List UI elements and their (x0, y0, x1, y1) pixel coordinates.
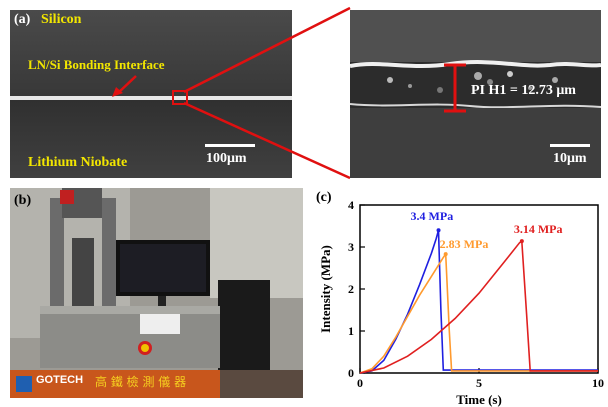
machine-chinese-label: 高 鐵 檢 測 儀 器 (95, 375, 187, 389)
x-tick-label: 5 (476, 376, 482, 390)
panel-c-label: (c) (316, 190, 332, 205)
zoom-connector-lines (183, 6, 351, 180)
y-tick-label: 1 (348, 324, 354, 338)
series-line (359, 239, 598, 374)
x-axis-label: Time (s) (456, 392, 502, 407)
y-tick-label: 3 (348, 240, 354, 254)
series-line (359, 229, 598, 374)
x-tick-label: 10 (592, 376, 604, 390)
sem-zoomed-graphic (350, 10, 601, 178)
sem-image-zoomed (350, 10, 601, 178)
interface-arrow-icon (112, 75, 137, 97)
lithium-niobate-label: Lithium Niobate (28, 155, 128, 170)
measurement-label: PI H1 = 12.73 μm (471, 83, 576, 98)
peak-label: 2.83 MPa (440, 237, 489, 251)
scale-bar-right (550, 144, 590, 147)
y-tick-label: 4 (348, 198, 354, 212)
scale-label-right: 10μm (553, 151, 587, 166)
sem-zoom-box (172, 90, 188, 105)
measurement-bar-icon (444, 63, 466, 113)
interface-label: LN/Si Bonding Interface (28, 57, 165, 72)
y-tick-label: 2 (348, 282, 354, 296)
peak-point (443, 252, 448, 257)
peak-point (436, 228, 441, 233)
testing-machine-illustration (10, 188, 303, 398)
y-tick-label: 0 (348, 366, 354, 380)
silicon-label: Silicon (41, 12, 82, 27)
series-line (359, 251, 598, 374)
machine-brand-label: GOTECH (36, 374, 84, 386)
stress-time-chart: 0 1 2 3 4 0 5 10 Time (s) Intensity (MPa) 3.4 MPa… (318, 198, 604, 407)
panel-a-label: (a) (14, 12, 31, 27)
scale-bar-left (205, 144, 255, 147)
peak-label: 3.14 MPa (514, 222, 563, 236)
testing-machine-photo (10, 188, 303, 398)
x-tick-label: 0 (357, 376, 363, 390)
sem-overview-graphic (10, 10, 292, 178)
panel-b-label: (b) (14, 193, 32, 208)
peak-label: 3.4 MPa (411, 209, 454, 223)
scale-label-left: 100μm (206, 151, 247, 166)
sem-image-overview (10, 10, 292, 178)
y-axis-label: Intensity (MPa) (318, 245, 333, 333)
peak-point (519, 239, 524, 244)
